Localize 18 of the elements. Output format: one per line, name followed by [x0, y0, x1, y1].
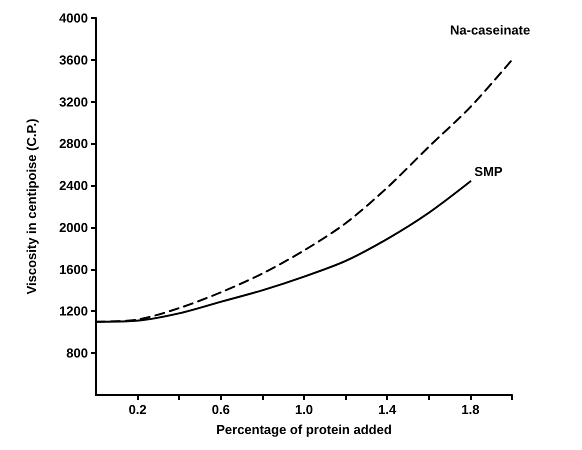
y-tick-label: 1200: [59, 304, 88, 319]
y-tick-label: 800: [66, 346, 88, 361]
x-tick-label: 0.6: [212, 402, 230, 417]
x-tick-label: 1.4: [378, 402, 398, 417]
y-tick-label: 2000: [59, 220, 88, 235]
y-tick-label: 2400: [59, 178, 88, 194]
y-tick-label: 1600: [59, 262, 88, 277]
x-tick-label: 1.0: [294, 402, 314, 417]
x-tick-label: 1.8: [461, 402, 480, 417]
y-tick-label: 3200: [59, 94, 88, 110]
series-label: SMP: [474, 164, 503, 179]
x-tick-label: 0.2: [128, 402, 147, 417]
x-axis-title: Percentage of protein added: [216, 422, 392, 437]
text: Na-caseinate: [450, 22, 530, 38]
y-axis-title: Viscosity in centipoise (C.P.): [24, 118, 39, 294]
y-tick-label: 3600: [59, 52, 88, 68]
y-tick-label: 4000: [59, 10, 88, 26]
y-tick-label: 2800: [59, 136, 88, 152]
